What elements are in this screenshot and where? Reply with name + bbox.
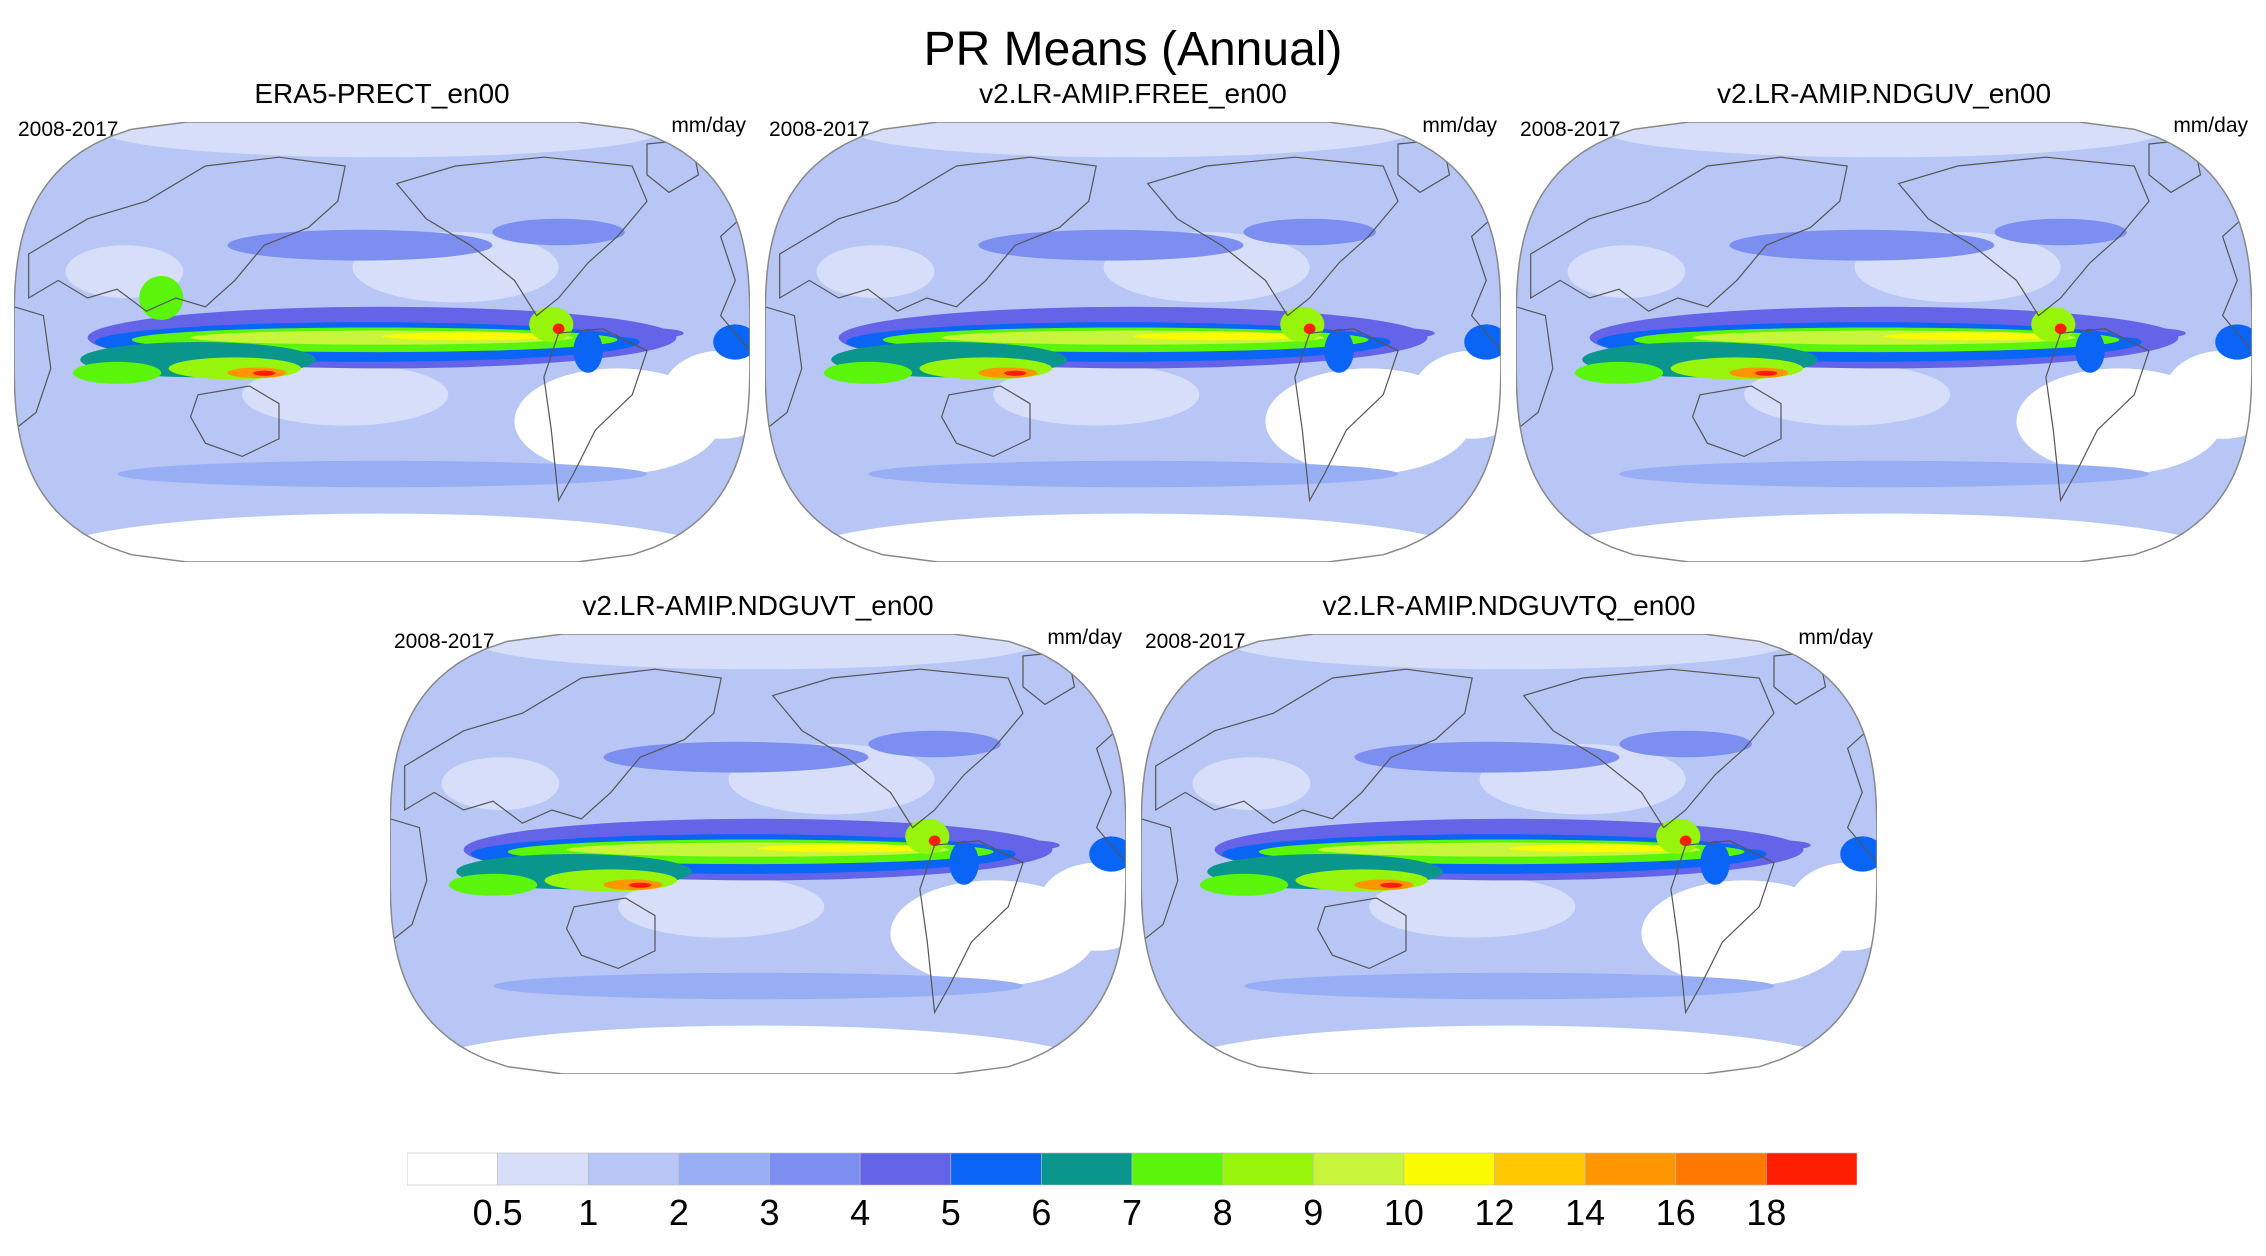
colorbar-swatch bbox=[407, 1152, 498, 1186]
colorbar-tick-label: 3 bbox=[759, 1192, 780, 1233]
precip-map bbox=[390, 634, 1126, 1074]
coastline bbox=[1155, 668, 1473, 824]
panel-period: 2008-2017 bbox=[394, 630, 495, 653]
coastline bbox=[1530, 156, 1848, 312]
colorbar-tick-label: 1 bbox=[578, 1192, 599, 1233]
colorbar-swatch bbox=[859, 1152, 952, 1186]
colorbar-swatch bbox=[1041, 1152, 1133, 1186]
colorbar-swatch bbox=[1312, 1152, 1405, 1186]
precip-map bbox=[765, 122, 1501, 562]
map-outline bbox=[765, 122, 1501, 562]
coastline bbox=[1146, 156, 1399, 317]
colorbar bbox=[407, 1152, 1857, 1186]
coastline bbox=[771, 668, 1024, 829]
map-outline bbox=[14, 122, 750, 562]
panel-title: v2.LR-AMIP.NDGUV_en00 bbox=[1716, 78, 2052, 109]
coastline bbox=[1670, 840, 1775, 1015]
colorbar-swatch bbox=[1494, 1152, 1586, 1186]
panel-units: mm/day bbox=[1798, 626, 1873, 649]
map-panel-2: v2.LR-AMIP.FREE_en00 2008-2017 mm/day bbox=[765, 78, 1501, 562]
panel-units: mm/day bbox=[671, 114, 746, 137]
map-panel-3: v2.LR-AMIP.NDGUV_en00 2008-2017 mm/day bbox=[1516, 78, 2252, 562]
map-panel-1: ERA5-PRECT_en00 2008-2017 mm/day bbox=[14, 78, 750, 562]
colorbar-tick-label: 8 bbox=[1212, 1192, 1233, 1233]
colorbar-tick-label: 12 bbox=[1474, 1192, 1515, 1233]
coastline bbox=[719, 209, 750, 352]
panel-title: v2.LR-AMIP.FREE_en00 bbox=[979, 78, 1287, 109]
coastline bbox=[1470, 209, 1501, 352]
colorbar-tick-label: 14 bbox=[1565, 1192, 1606, 1233]
panel-title: v2.LR-AMIP.NDGUVTQ_en00 bbox=[1322, 590, 1696, 621]
panel-period: 2008-2017 bbox=[1145, 630, 1246, 653]
coastline bbox=[779, 156, 1097, 312]
coastline bbox=[28, 156, 346, 312]
coastline bbox=[390, 818, 428, 943]
coastline bbox=[1294, 328, 1399, 503]
colorbar-swatch bbox=[497, 1152, 589, 1186]
chart-title: PR Means (Annual) bbox=[923, 23, 1343, 76]
coastline bbox=[1141, 818, 1179, 943]
colorbar-tick-label: 6 bbox=[1031, 1192, 1052, 1233]
coastline bbox=[1516, 306, 1554, 431]
colorbar-tick-label: 0.5 bbox=[472, 1192, 523, 1233]
map-outline bbox=[1516, 122, 2252, 562]
coastline bbox=[1316, 897, 1407, 970]
precip-map bbox=[14, 122, 750, 562]
colorbar-tick-label: 2 bbox=[668, 1192, 689, 1233]
colorbar-swatch bbox=[1766, 1152, 1857, 1186]
map-outline bbox=[1141, 634, 1877, 1074]
coastline bbox=[1522, 668, 1775, 829]
coastline bbox=[2045, 328, 2150, 503]
colorbar-tick-label: 10 bbox=[1383, 1192, 1424, 1233]
panel-units: mm/day bbox=[2173, 114, 2248, 137]
coastline bbox=[765, 306, 803, 431]
colorbar-tick-label: 7 bbox=[1121, 1192, 1143, 1233]
colorbar-swatch bbox=[1222, 1152, 1314, 1186]
colorbar-tick-label: 9 bbox=[1303, 1192, 1324, 1233]
colorbar-tick-label: 18 bbox=[1746, 1192, 1787, 1233]
panel-title: v2.LR-AMIP.NDGUVT_en00 bbox=[582, 590, 934, 621]
coastline bbox=[1691, 385, 1782, 458]
panel-units: mm/day bbox=[1047, 626, 1122, 649]
panel-period: 2008-2017 bbox=[18, 118, 119, 141]
coastline bbox=[404, 668, 722, 824]
coastline bbox=[1897, 156, 2150, 317]
colorbar-swatch bbox=[1584, 1152, 1676, 1186]
colorbar-swatch bbox=[769, 1152, 861, 1186]
map-panel-4: v2.LR-AMIP.NDGUVT_en00 2008-2017 mm/day bbox=[390, 590, 1126, 1074]
coastline bbox=[1846, 721, 1877, 864]
precip-map bbox=[1141, 634, 1877, 1074]
map-outline bbox=[390, 634, 1126, 1074]
panel-period: 2008-2017 bbox=[1520, 118, 1621, 141]
colorbar-swatch bbox=[588, 1152, 680, 1186]
coastline bbox=[395, 156, 648, 317]
panel-units: mm/day bbox=[1422, 114, 1497, 137]
coastline bbox=[1095, 721, 1126, 864]
colorbar-tick-label: 5 bbox=[940, 1192, 961, 1233]
colorbar-tick-label: 4 bbox=[850, 1192, 871, 1233]
map-panel-5: v2.LR-AMIP.NDGUVTQ_en00 2008-2017 mm/day bbox=[1141, 590, 1877, 1074]
colorbar-swatch bbox=[678, 1152, 770, 1186]
coastline bbox=[919, 840, 1024, 1015]
coastline bbox=[565, 897, 656, 970]
coastline bbox=[543, 328, 648, 503]
colorbar-swatch bbox=[1131, 1152, 1223, 1186]
panel-title: ERA5-PRECT_en00 bbox=[254, 78, 510, 109]
panel-period: 2008-2017 bbox=[769, 118, 870, 141]
colorbar-tick-label: 16 bbox=[1655, 1192, 1696, 1233]
coastline bbox=[14, 306, 52, 431]
coastline bbox=[189, 385, 280, 458]
colorbar-swatch bbox=[1403, 1152, 1495, 1186]
coastline bbox=[940, 385, 1031, 458]
precip-map bbox=[1516, 122, 2252, 562]
colorbar-swatch bbox=[950, 1152, 1042, 1186]
colorbar-swatch bbox=[1675, 1152, 1767, 1186]
coastline bbox=[2221, 209, 2252, 352]
